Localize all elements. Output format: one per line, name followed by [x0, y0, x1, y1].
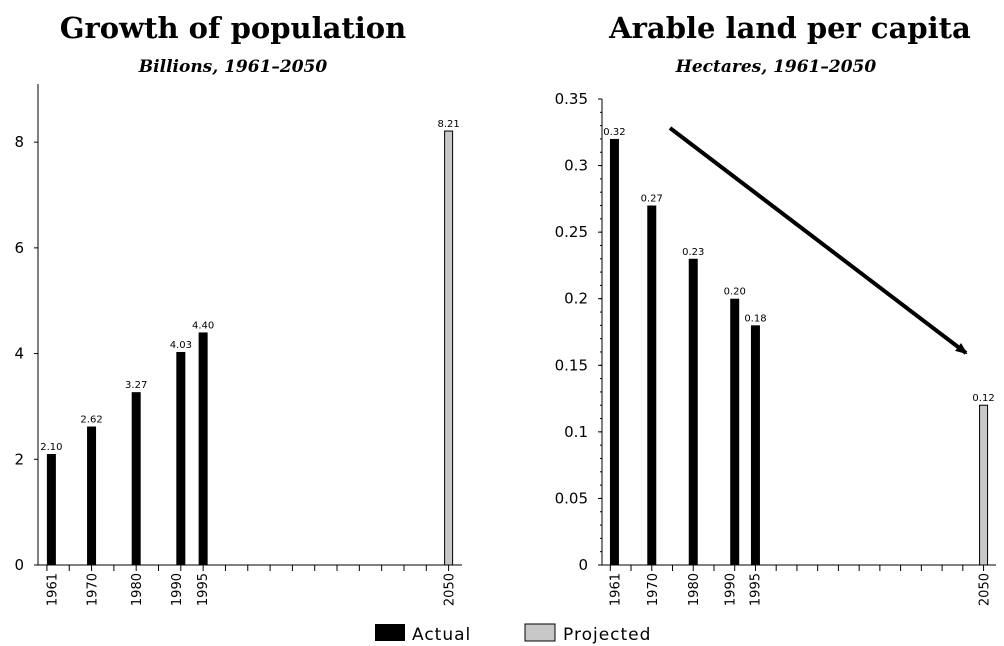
y-tick-label: 0.15 [555, 356, 588, 374]
chart-title-population: Growth of population [60, 11, 406, 45]
legend-swatch-actual [375, 624, 405, 641]
y-tick-label: 0.1 [564, 423, 588, 441]
chart-subtitle-arable-land: Hectares, 1961–2050 [675, 57, 877, 77]
x-tick-label: 1961 [608, 573, 623, 606]
arable-land-plot: 0 0.05 0.1 0.15 0.2 0.25 0.3 0.35 1961 1970 1980 19… [555, 90, 996, 606]
y-tick-label: 0.2 [564, 290, 588, 308]
x-tick-label: 1995 [748, 573, 763, 606]
y-tick-label: 6 [14, 239, 24, 257]
x-tick-label: 2050 [443, 573, 458, 606]
bar-actual [609, 138, 619, 565]
bar-projected [979, 404, 989, 566]
y-tick-label: 8 [14, 133, 24, 151]
x-tick-label: 1995 [196, 573, 211, 606]
trend-arrow-icon [668, 126, 968, 355]
y-tick-label: 4 [14, 345, 24, 363]
data-label: 3.27 [125, 380, 147, 391]
x-tick-label: 1961 [45, 573, 60, 606]
y-tick-label: 0.25 [555, 223, 588, 241]
data-label: 0.12 [972, 393, 994, 404]
x-tick-label: 1990 [724, 573, 739, 606]
x-tick-label: 1970 [646, 573, 661, 606]
data-label: 0.27 [641, 194, 663, 205]
bar-actual [198, 332, 208, 565]
y-tick-label: 0 [14, 556, 24, 574]
y-tick-label: 2 [14, 450, 24, 468]
data-label: 2.62 [80, 415, 102, 426]
data-label: 0.20 [724, 287, 746, 298]
bar-actual [131, 392, 141, 565]
legend-label-projected: Projected [563, 625, 651, 645]
data-label: 4.03 [170, 340, 192, 351]
chart-title-arable-land: Arable land per capita [608, 11, 971, 45]
bar-actual [647, 205, 657, 565]
population-plot: 0 2 4 6 8 1961 1970 1980 1990 1995 2050 2.10 2.62 3.2… [14, 84, 462, 606]
x-tick-label: 1970 [86, 573, 101, 606]
bar-projected [444, 130, 454, 566]
y-tick-label: 0.3 [564, 157, 588, 175]
x-tick-label: 1990 [170, 573, 185, 606]
data-label: 0.32 [603, 127, 625, 138]
y-tick-label: 0.05 [555, 489, 588, 507]
data-label: 0.18 [744, 313, 766, 324]
bar-actual [750, 325, 760, 565]
legend-swatch-projected [524, 623, 556, 642]
data-label: 8.21 [437, 119, 459, 130]
x-tick-label: 2050 [978, 573, 993, 606]
bar-actual [87, 426, 97, 565]
bar-actual [730, 298, 740, 565]
data-label: 0.23 [682, 247, 704, 258]
data-label: 2.10 [40, 442, 62, 453]
y-tick-label: 0 [578, 556, 588, 574]
bar-actual [176, 351, 186, 565]
chart-subtitle-population: Billions, 1961–2050 [138, 57, 328, 77]
x-tick-label: 1980 [687, 573, 702, 606]
x-tick-label: 1980 [130, 573, 145, 606]
y-tick-label: 0.35 [555, 90, 588, 108]
legend: Actual Projected [375, 623, 651, 645]
bar-actual [688, 258, 698, 565]
bar-actual [46, 454, 56, 565]
data-label: 4.40 [192, 320, 214, 331]
legend-label-actual: Actual [412, 625, 471, 645]
